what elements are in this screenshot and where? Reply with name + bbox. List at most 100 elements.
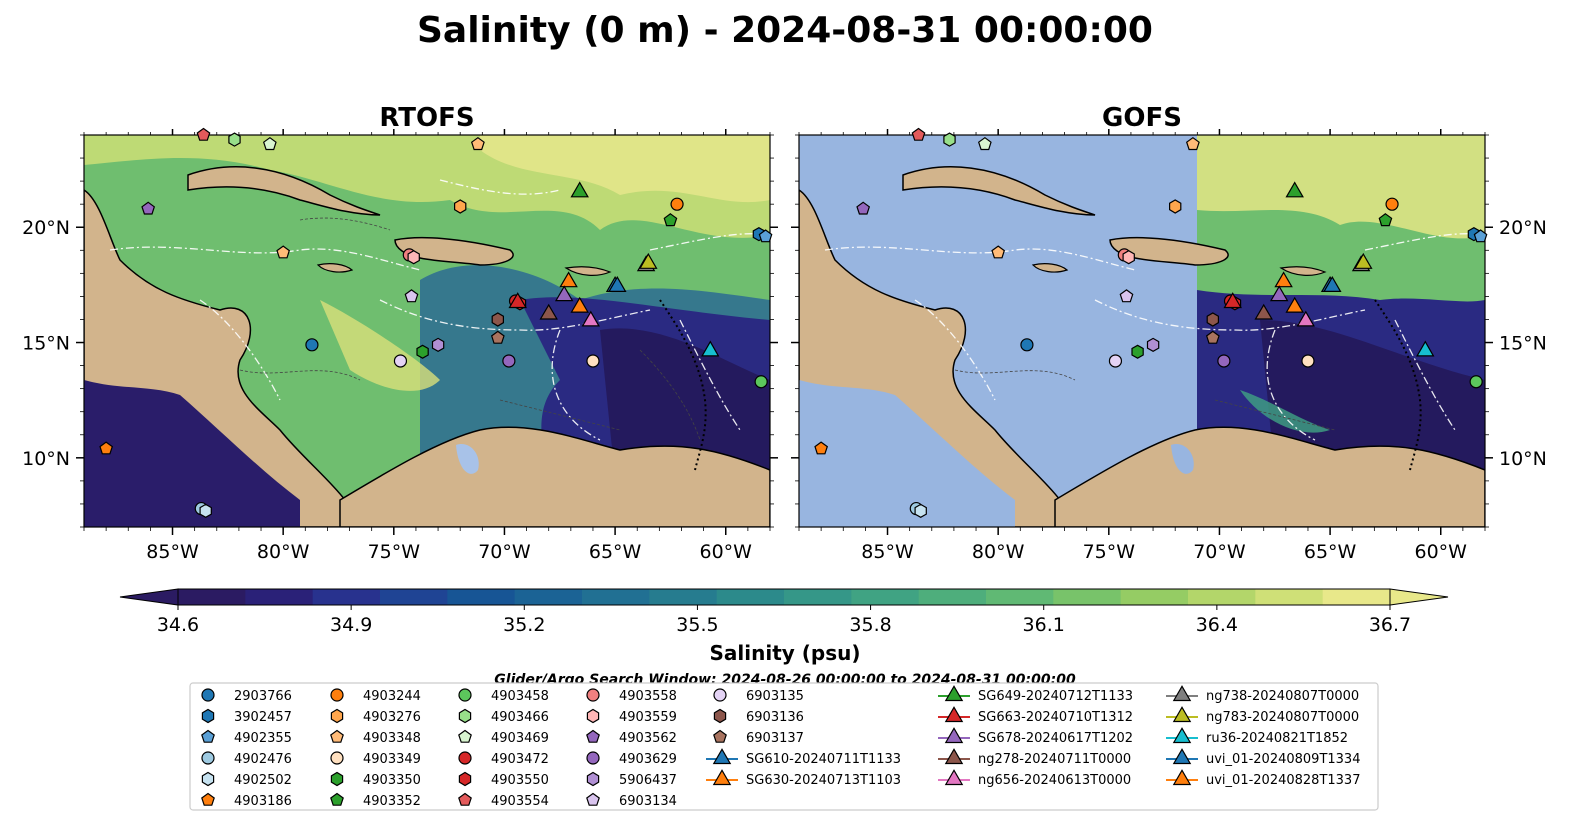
salinity-plume — [320, 300, 440, 391]
legend-float-marker — [458, 708, 472, 724]
legend-float-marker — [330, 729, 344, 743]
argo-float-marker — [670, 197, 684, 211]
argo-float-marker — [977, 136, 992, 151]
legend-float-label: 4903629 — [619, 752, 677, 767]
legend-glider-label: SG678-20240617T1202 — [978, 731, 1133, 746]
lon-tick-label: 80°W — [972, 541, 1025, 563]
legend-glider-label: uvi_01-20240809T1334 — [1206, 752, 1360, 767]
legend-float-marker — [201, 688, 215, 702]
legend-float-marker — [458, 729, 472, 743]
colorbar-segment — [312, 589, 381, 605]
glider-marker — [639, 252, 658, 269]
gofs-south-america-land — [1054, 426, 1485, 527]
argo-float-marker — [454, 199, 467, 214]
legend-float-label: 4903276 — [363, 710, 421, 725]
lon-tick-label: 60°W — [1415, 541, 1468, 563]
legend-float-label: 5906437 — [619, 773, 677, 788]
colorbar-tick-label: 34.9 — [330, 614, 372, 636]
very-high-salinity-band — [480, 135, 770, 203]
argo-float-marker — [1206, 312, 1220, 327]
glider-marker — [554, 285, 574, 302]
argo-float-marker — [1385, 197, 1399, 211]
legend-float-label: 4903348 — [363, 731, 421, 746]
argo-float-marker — [814, 441, 829, 455]
lon-tick-label: 65°W — [589, 541, 642, 563]
glider-marker — [608, 276, 627, 292]
colorbar-tick-label: 35.2 — [503, 614, 545, 636]
argo-float-marker — [758, 229, 773, 243]
glider-marker — [559, 271, 578, 288]
lat-tick-label: 20°N — [1499, 217, 1547, 239]
legend-glider-label: SG630-20240713T1103 — [746, 773, 901, 788]
legend-float-label: 4903186 — [234, 794, 292, 809]
rtofs-map-frame — [83, 134, 771, 528]
lat-tick-label: 15°N — [1499, 333, 1547, 355]
argo-float-marker — [1185, 136, 1200, 151]
colorbar-segment — [784, 589, 852, 605]
gofs-bathymetry-contours — [954, 369, 1336, 431]
eez-boundaries — [109, 179, 770, 441]
legend-glider-marker — [944, 748, 964, 765]
colorbar-segment — [380, 589, 448, 605]
legend-glider-label: uvi_01-20240828T1337 — [1206, 773, 1360, 788]
legend-float-marker — [330, 792, 344, 806]
legend-float-label: 4903472 — [491, 752, 549, 767]
gofs-puerto-rico-land — [1279, 266, 1327, 276]
legend: 2903766 3902457 4902355 4902476 4902502 49031… — [201, 685, 1360, 809]
lat-tick-label: 15°N — [22, 333, 70, 355]
legend-float-label: 4903559 — [619, 710, 677, 725]
lat-tick-label: 10°N — [1499, 448, 1547, 470]
legend-glider-label: ng738-20240807T0000 — [1206, 689, 1359, 704]
rtofs-map — [84, 135, 770, 527]
legend-float-marker — [586, 771, 600, 787]
legend-glider-marker — [1172, 727, 1192, 744]
colorbar-segment — [986, 589, 1054, 605]
colorbar-segment — [447, 589, 516, 605]
argo-float-marker — [305, 338, 319, 352]
lon-tick-label: 80°W — [257, 541, 310, 563]
lat-tick-label: 20°N — [22, 217, 70, 239]
glider-marker — [1223, 292, 1242, 309]
lon-tick-label: 60°W — [700, 541, 753, 563]
legend-glider-marker — [944, 727, 964, 744]
legend-glider-marker — [712, 748, 732, 765]
legend-float-label: 4903558 — [619, 689, 677, 704]
argo-float-marker — [1378, 213, 1393, 227]
colorbar: 34.6 34.9 35.2 35.5 35.8 36.1 36.4 36.7 — [119, 588, 1449, 636]
south-america-land — [339, 426, 770, 527]
legend-float-label: 4902502 — [234, 773, 292, 788]
legend-float-marker — [713, 708, 727, 724]
lon-tick-label: 75°W — [368, 541, 421, 563]
argo-float-marker — [1146, 337, 1160, 352]
legend-float-label: 4903244 — [363, 689, 421, 704]
cuba-land — [187, 166, 381, 216]
gofs-cuba-land — [902, 166, 1096, 216]
gofs-lake-maracaibo — [1171, 444, 1194, 474]
legend-float-label: 4903469 — [491, 731, 549, 746]
legend-float-marker — [458, 792, 472, 806]
lat-tick-label: 10°N — [22, 448, 70, 470]
legend-glider-label: ng656-20240613T0000 — [978, 773, 1131, 788]
colorbar-extend-low — [119, 588, 179, 606]
colorbar-tick-label: 36.1 — [1023, 614, 1065, 636]
glider-marker — [1354, 252, 1373, 269]
legend-glider-marker — [712, 769, 732, 786]
gofs-plume — [1240, 390, 1330, 433]
glider-marker — [1269, 285, 1289, 302]
lon-tick-label: 70°W — [1193, 541, 1246, 563]
glider-marker — [570, 181, 589, 198]
colorbar-segment — [1120, 589, 1189, 605]
argo-float-marker — [1108, 354, 1123, 368]
glider-marker — [508, 292, 527, 309]
legend-glider-marker — [1172, 706, 1192, 723]
legend-float-marker — [330, 708, 344, 724]
legend-float-marker — [330, 751, 344, 765]
legend-float-label: 6903136 — [746, 710, 804, 725]
glider-marker — [1296, 310, 1315, 327]
argo-float-marker — [502, 354, 516, 368]
colorbar-segment — [582, 589, 650, 605]
legend-glider-label: ng783-20240807T0000 — [1206, 710, 1359, 725]
figure-title: Salinity (0 m) - 2024-08-31 00:00:00 — [417, 10, 1153, 51]
gofs-lesser-antilles-islands — [1374, 299, 1422, 471]
glider-marker — [701, 340, 720, 357]
